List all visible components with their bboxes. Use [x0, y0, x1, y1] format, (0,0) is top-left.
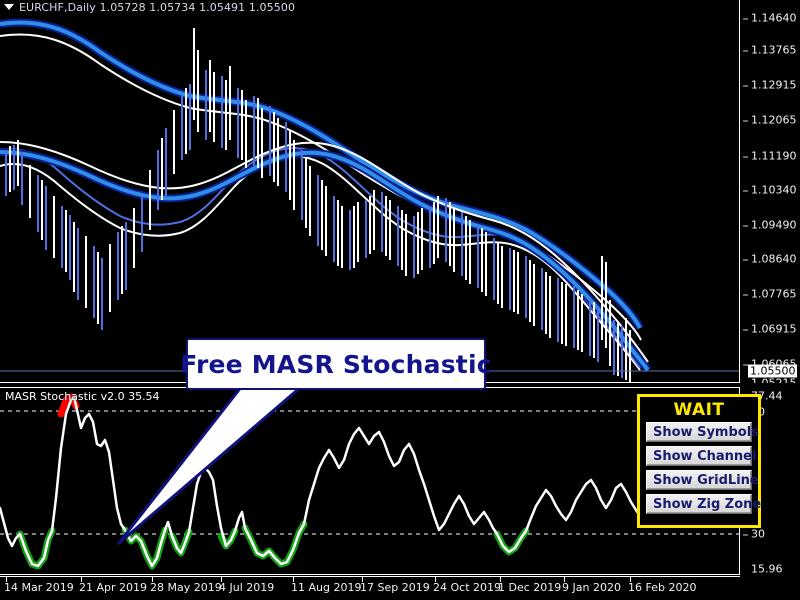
callout-annotation: Free MASR Stochastic — [116, 338, 492, 546]
price-tick: 1.06915 — [743, 323, 797, 336]
price-tick: 1.11190 — [743, 150, 797, 163]
date-tick-label: 17 Sep 2019 — [360, 581, 430, 594]
price-tick: 1.12915 — [743, 79, 797, 92]
show-gridline-button[interactable]: Show GridLine — [646, 470, 759, 490]
price-tick: 1.12065 — [743, 114, 797, 127]
symbol-quote-bar[interactable]: EURCHF,Daily 1.05728 1.05734 1.05491 1.0… — [0, 0, 740, 14]
status-badge: WAIT — [673, 400, 725, 420]
lower-band-inner — [0, 150, 650, 372]
price-bars — [5, 28, 631, 382]
date-tick-label: 16 Feb 2020 — [628, 581, 697, 594]
current-price-label: 1.05500 — [748, 364, 797, 378]
price-chart-svg — [0, 18, 739, 382]
price-tick: 1.07765 — [743, 288, 797, 301]
price-chart-panel[interactable]: EURCHF,Daily 1.05728 1.05734 1.05491 1.0… — [0, 0, 740, 383]
stochastic-svg — [0, 388, 739, 574]
indicator-tick: 15.96 — [751, 562, 783, 576]
chevron-down-icon[interactable] — [4, 4, 14, 10]
callout-text: Free MASR Stochastic — [180, 349, 492, 379]
indicator-control-panel[interactable]: WAIT Show Symbols Show Channel Show Grid… — [637, 394, 761, 528]
callout-box: Free MASR Stochastic — [180, 338, 492, 390]
show-channel-button[interactable]: Show Channel — [646, 446, 756, 466]
price-tick: 1.09490 — [743, 219, 797, 232]
indicator-name-label: MASR Stochastic v2.0 35.54 — [5, 390, 160, 403]
date-scale[interactable]: 14 Mar 2019 21 Apr 2019 28 May 2019 4 Ju… — [0, 576, 740, 600]
stoch-overbought-segment — [57, 393, 80, 418]
date-tick-label: 28 May 2019 — [150, 581, 222, 594]
date-tick-label: 21 Apr 2019 — [79, 581, 148, 594]
price-tick: 1.10340 — [743, 184, 797, 197]
centre-ma-line — [0, 154, 641, 371]
date-tick-label: 4 Jul 2019 — [219, 581, 275, 594]
indicator-tick: 30 — [743, 528, 765, 541]
upper-ma-line — [0, 33, 642, 341]
price-tick: 1.14640 — [743, 12, 797, 25]
upper-band-inner — [0, 20, 642, 329]
price-chart-canvas — [0, 18, 739, 382]
price-tick: 1.13765 — [743, 44, 797, 57]
date-tick-label: 24 Oct 2019 — [433, 581, 502, 594]
date-tick-label: 9 Jan 2020 — [562, 581, 621, 594]
price-tick: 1.08640 — [743, 253, 797, 266]
show-zig-zone-button[interactable]: Show Zig Zone — [646, 494, 761, 514]
scale-divider — [741, 383, 800, 387]
lower-ma-line — [0, 141, 649, 363]
indicator-panel[interactable]: MASR Stochastic v2.0 35.54 — [0, 387, 740, 575]
symbol-quote-text: EURCHF,Daily 1.05728 1.05734 1.05491 1.0… — [19, 0, 296, 14]
date-tick-label: 14 Mar 2019 — [4, 581, 74, 594]
date-tick-label: 11 Aug 2019 — [291, 581, 362, 594]
show-symbols-button[interactable]: Show Symbols — [646, 422, 759, 442]
date-tick-label: 1 Dec 2019 — [498, 581, 562, 594]
stochastic-canvas — [0, 388, 739, 574]
